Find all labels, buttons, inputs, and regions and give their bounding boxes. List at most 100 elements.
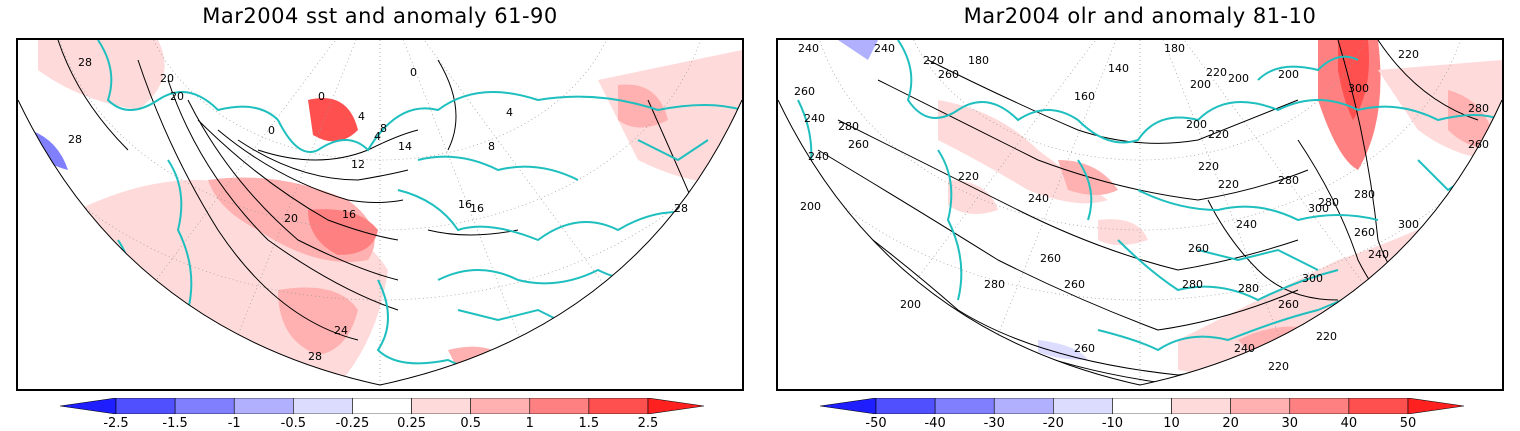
colorbar-tick-label: 40 (1340, 416, 1358, 431)
contour-label: 220 (1198, 160, 1219, 173)
sst-anomaly-positive-region (448, 346, 508, 372)
contour-label: 240 (1234, 342, 1255, 355)
contour-label: 8 (488, 140, 495, 153)
contour-label: 0 (318, 90, 325, 103)
colorbar-tick-label: 1 (525, 416, 534, 431)
contour-label: 300 (1398, 218, 1419, 231)
contour-label: 260 (1074, 342, 1095, 355)
colorbar-bin (174, 397, 235, 415)
contour-label: 240 (808, 150, 829, 163)
contour-label: 280 (838, 120, 859, 133)
contour-label: 0 (268, 124, 275, 137)
contour-label: 280 (984, 278, 1005, 291)
colorbar-tick-label: -30 (983, 416, 1005, 431)
contour-label: 14 (398, 140, 412, 153)
colorbar-bin (1348, 397, 1409, 415)
colorbar-tick-label: 20 (1222, 416, 1239, 431)
colorbar-tick-label: -1 (227, 416, 241, 431)
colorbar-tick-label: -0.25 (335, 416, 370, 431)
contour-label: 300 (1348, 82, 1369, 95)
sst-anomaly-positive-region (598, 50, 742, 183)
contour-label: 20 (284, 212, 298, 225)
contour-label: 220 (958, 170, 979, 183)
olr-map: 240 240 220 180 260 260 240 280 140 160 … (776, 38, 1504, 391)
contour-label: 240 (1236, 218, 1257, 231)
contour-label: 240 (1368, 248, 1389, 261)
colorbar-bin (934, 397, 995, 415)
contour-label: 280 (1278, 174, 1299, 187)
contour-label: 220 (1206, 66, 1227, 79)
contour-label: 280 (1468, 102, 1489, 115)
colorbar-bin (411, 397, 471, 415)
contour-label: 240 (798, 42, 819, 55)
olr-anomaly-positive-region (948, 180, 998, 214)
contour-label: 300 (1302, 272, 1323, 285)
contour-label: 220 (1218, 178, 1239, 191)
contour-label: 260 (1064, 278, 1085, 291)
colorbar-bin (647, 397, 705, 415)
olr-colorbar-svg (819, 397, 1465, 415)
colorbar-bin (1112, 397, 1172, 415)
contour-label: 300 (1308, 202, 1329, 215)
colorbar-tick-label: -50 (865, 416, 887, 431)
colorbar-tick-label: 10 (1163, 416, 1180, 431)
olr-map-canvas: 240 240 220 180 260 260 240 280 140 160 … (778, 40, 1502, 386)
contour-label: 20 (160, 72, 174, 85)
contour-label: 180 (1164, 42, 1185, 55)
colorbar-bin (993, 397, 1054, 415)
contour-label: 260 (1188, 242, 1209, 255)
contour-label: 28 (674, 202, 688, 215)
colorbar-tick-label: -0.5 (280, 416, 307, 431)
contour-label: 220 (1316, 330, 1337, 343)
contour-label: 12 (351, 158, 365, 171)
sst-colorbar (59, 397, 705, 415)
olr-panel-title: Mar2004 olr and anomaly 81-10 (963, 4, 1317, 28)
contour-label: 24 (334, 324, 348, 337)
colorbar-bin (1230, 397, 1291, 415)
contour-label: 280 (1238, 282, 1259, 295)
colorbar-tick-label: 30 (1281, 416, 1299, 431)
contour-label: 28 (68, 133, 82, 146)
olr-anomaly-negative-region (1038, 340, 1088, 360)
olr-anomaly-positive-region (1338, 40, 1369, 120)
olr-anomaly-negative-region (838, 40, 878, 60)
contour-label: 260 (1468, 138, 1489, 151)
colorbar-tick-label: 50 (1399, 416, 1417, 431)
colorbar-bin (1289, 397, 1350, 415)
colorbar-tick-label: -10 (1101, 416, 1124, 431)
contour-label: 260 (848, 138, 869, 151)
contour-label: 200 (1228, 72, 1249, 85)
contour-label: 200 (1186, 118, 1207, 131)
contour-label: 200 (1278, 68, 1299, 81)
sst-anomaly-positive-region (38, 40, 165, 110)
contour-label: 8 (380, 122, 387, 135)
olr-anomaly-negative-region (938, 320, 978, 350)
colorbar-bin (1171, 397, 1231, 415)
contour-label: 240 (1028, 192, 1049, 205)
colorbar-bin (115, 397, 176, 415)
contour-label: 220 (1398, 48, 1419, 61)
colorbar-bin (529, 397, 590, 415)
colorbar-bin (233, 397, 294, 415)
contour-label: 260 (1040, 252, 1061, 265)
contour-label: 20 (170, 90, 184, 103)
colorbar-bin (588, 397, 649, 415)
colorbar-bin (1407, 397, 1465, 415)
contour-label: 260 (938, 68, 959, 81)
sst-map-canvas: 28 28 20 20 0 0 0 4 4 8 12 14 16 16 16 8… (18, 40, 742, 386)
contour-label: 16 (342, 208, 356, 221)
colorbar-tick-label: 0.5 (460, 416, 481, 431)
contour-label: 4 (358, 110, 365, 123)
colorbar-bin (293, 397, 353, 415)
contour-label: 260 (1278, 298, 1299, 311)
colorbar-tick-label: -40 (924, 416, 946, 431)
colorbar-bin (352, 397, 412, 415)
contour-label: 280 (1182, 278, 1203, 291)
sst-anomaly-positive-region (278, 287, 358, 355)
olr-colorbar (819, 397, 1465, 415)
colorbar-bin (1053, 397, 1113, 415)
contour-label: 280 (1318, 196, 1339, 209)
colorbar-bin (59, 397, 117, 415)
sst-anomaly-positive-region (308, 98, 358, 142)
colorbar-tick-label: -2.5 (103, 416, 129, 431)
